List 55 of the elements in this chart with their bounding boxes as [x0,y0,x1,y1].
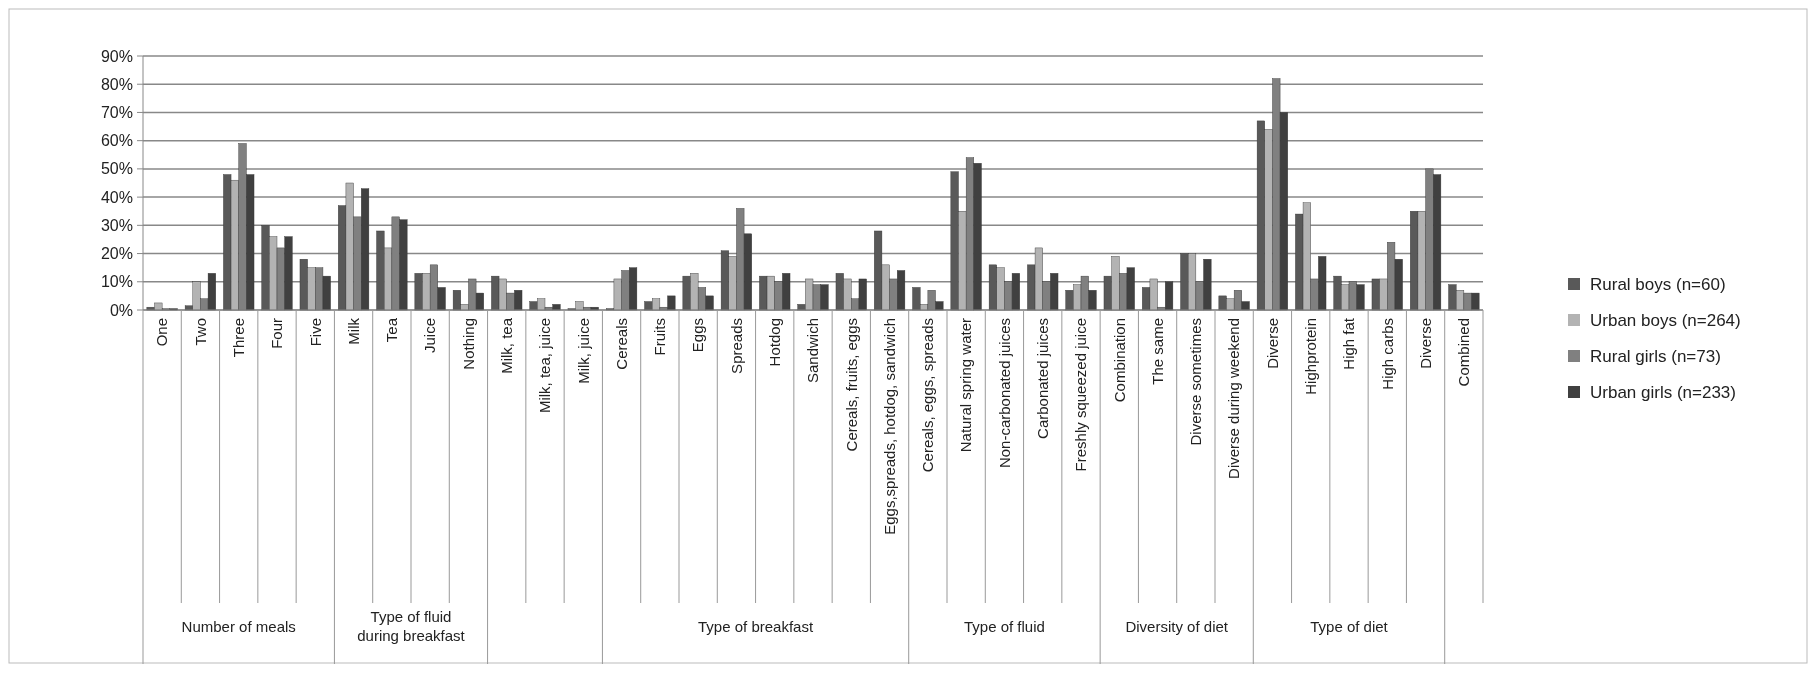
x-tick-label: Diverse [1263,318,1281,369]
x-tick-label: High fat [1340,317,1358,370]
x-tick-label: Eggs,spreads, hotdog, sandwich [880,318,898,535]
text: Type of breakfast [698,618,814,635]
x-tick-label: Cereals, eggs, spreads [919,318,937,473]
x-tick-label: Cereals [612,318,630,370]
x-tick-label: Milk, tea, juice [536,318,554,414]
text: Type of fluid during breakfast [357,608,466,644]
x-tick-label: Natural spring water [957,318,975,453]
x-tick-label: Three [229,318,247,358]
x-tick-label: Fruits [651,318,669,356]
x-tick-label: High carbs [1378,318,1396,390]
x-tick-label: Freshly squeezed juice [1072,318,1090,472]
y-tick-label: 70% [100,104,133,122]
x-tick-label: Combined [1455,318,1473,387]
x-tick-label: One [153,318,171,347]
legend-label: Rural boys (n=60) [1590,274,1726,294]
x-tick-label: Nothing [459,318,477,370]
y-tick-label: 50% [100,160,133,178]
x-tick-label: Four [268,318,286,349]
x-tick-label: Highprotein [1301,318,1319,395]
legend-label: Urban girls (n=233) [1590,382,1736,402]
x-tick-label: Tea [383,317,401,343]
x-tick-label: Sandwich [804,318,822,384]
x-tick-label: Diverse sometimes [1187,318,1205,446]
x-tick-label: Eggs [689,318,707,353]
y-tick-label: 40% [100,188,133,206]
x-tick-label: Milk [344,317,362,345]
y-tick-label: 30% [100,216,133,234]
x-tick-label: Diverse [1416,318,1434,369]
x-tick-label: Cereals, fruits, eggs [842,318,860,452]
y-tick-label: 80% [100,75,133,93]
x-tick-label: Juice [421,318,439,354]
y-tick-label: 10% [100,273,133,291]
text: Diversity of diet [1125,618,1229,635]
y-tick-label: 0% [109,301,133,319]
x-tick-label: Combination [1110,318,1128,403]
x-tick-label: Five [306,318,324,347]
x-tick-label: The same [1148,318,1166,385]
x-tick-label: Carbonated juices [1033,318,1051,439]
x-tick-label: Non-carbonated juices [995,318,1013,469]
y-tick-label: 90% [100,47,133,65]
text: Type of fluid [963,618,1045,635]
y-tick-label: 60% [100,132,133,150]
text: Number of meals [181,618,296,635]
legend-label: Urban boys (n=264) [1590,310,1741,330]
x-tick-label: Spreads [727,318,745,374]
x-tick-label: Diverse during weekend [1225,318,1243,479]
y-tick-label: 20% [100,245,133,263]
x-tick-label: Milk, juice [574,318,592,384]
text: Type of diet [1310,618,1389,635]
x-tick-label: Two [191,318,209,346]
x-tick-label: Milk, tea [497,317,515,374]
legend-label: Rural girls (n=73) [1590,346,1721,366]
x-tick-label: Hotdog [765,318,783,367]
